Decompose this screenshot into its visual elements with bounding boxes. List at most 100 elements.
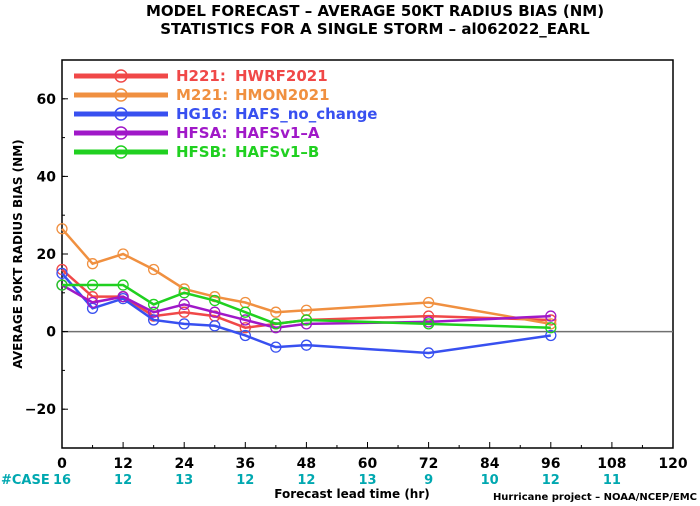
data-point-hfsb [209,294,221,307]
data-point-hfsa [178,298,190,311]
data-point-h221 [545,314,557,326]
data-point-m221 [270,306,282,318]
case-label: #CASE [1,473,50,488]
legend-code: HG16: [176,105,228,123]
legend-swatch-marker [114,69,128,83]
legend-name: HAFSv1–A [235,124,320,142]
data-point-hfsb [86,279,99,291]
data-point-hg16 [178,318,190,330]
data-point-hfsa [86,296,99,309]
case-count: 9 [424,473,433,488]
case-count: 12 [114,473,132,488]
series-m221 [56,223,557,330]
data-point-hfsa [147,306,160,318]
x-tick-label: 72 [419,456,438,472]
data-point-hfsa [117,291,129,303]
legend-name: HAFSv1–B [235,143,319,161]
legend-item-hfsb: HFSB: HAFSv1–B [74,143,319,161]
legend-name: HMON2021 [235,86,330,104]
x-tick-label: 120 [658,456,687,472]
data-point-hfsb [117,279,129,291]
data-point-hfsb [545,322,557,334]
data-point-hfsa [239,314,251,326]
y-axis-title: AVERAGE 50KT RADIUS BIAS (NM) [11,139,25,368]
x-tick-label: 12 [113,456,132,472]
series-line-h221 [61,268,551,329]
y-tick-label: 0 [46,325,56,341]
data-point-hg16 [545,329,557,342]
x-tick-label: 108 [597,456,626,472]
case-count: 12 [236,473,254,488]
series-h221 [56,263,557,334]
data-point-hfsb [300,314,313,326]
case-count: 12 [542,473,560,488]
data-point-hg16 [209,320,221,332]
y-tick-label: 60 [37,92,57,108]
data-point-hg16 [270,341,282,353]
axes: 0 12 24 36 48 60 72 84 96 108 120 −20 0 20 40 60 [25,59,688,472]
legend-swatch-marker [114,88,128,102]
legend-name: HAFS_no_change [235,105,377,123]
case-count: 13 [175,473,193,488]
credit-text: Hurricane project – NOAA/NCEP/EMC [493,492,697,503]
data-point-hfsa [209,306,221,318]
data-point-hfsb [147,298,160,311]
legend-code: H221: [176,67,226,85]
legend-swatch-marker [114,145,128,159]
x-tick-label: 48 [297,456,316,472]
x-tick-label: 24 [174,456,194,472]
case-count: 16 [53,473,71,488]
series-hg16 [56,267,557,359]
legend-code: HFSA: [176,124,228,142]
data-point-hfsa [545,310,557,322]
case-count: 11 [603,473,621,488]
chart-title: MODEL FORECAST – AVERAGE 50KT RADIUS BIA… [146,2,604,20]
x-tick-label: 0 [57,456,67,472]
series-line-m221 [61,227,552,326]
series-line-hg16 [61,272,551,355]
data-point-hfsb [178,287,190,299]
data-point-m221 [147,263,160,276]
data-point-hg16 [239,329,251,342]
series-line-hfsb [62,283,551,329]
case-count: 13 [358,473,376,488]
legend-swatch-marker [114,126,128,140]
x-axis-title: Forecast lead time (hr) [274,487,430,501]
data-point-m221 [56,223,68,235]
data-point-m221 [422,296,435,309]
chart-subtitle: STATISTICS FOR A SINGLE STORM – al062022… [160,20,590,38]
legend: H221: HWRF2021 M221: HMON2021 HG16: HAFS_no_c… [74,67,377,161]
data-point-hfsb [239,306,251,318]
x-tick-label: 96 [541,456,560,472]
legend-item-hg16: HG16: HAFS_no_change [74,105,377,123]
y-tick-label: 40 [37,169,57,185]
case-counts: #CASE 16 12 13 12 12 13 9 10 12 11 [1,473,621,488]
data-point-m221 [86,258,99,270]
series-line-hfsa [61,283,551,329]
data-point-hfsb [270,318,282,330]
data-point-hfsb [422,318,435,330]
x-tick-label: 60 [358,456,378,472]
data-point-hg16 [422,347,435,359]
data-point-hg16 [147,314,160,326]
legend-swatch-marker [114,107,128,121]
legend-code: HFSB: [176,143,227,161]
legend-name: HWRF2021 [235,67,328,85]
series-lines [56,223,557,359]
legend-code: M221: [176,86,228,104]
data-point-hg16 [56,267,68,280]
data-point-hg16 [300,339,313,351]
case-count: 12 [297,473,315,488]
y-tick-label: 20 [37,247,57,263]
legend-item-hfsa: HFSA: HAFSv1–A [74,124,320,142]
x-tick-label: 36 [236,456,255,472]
legend-item-m221: M221: HMON2021 [74,86,330,104]
y-tick-label: −20 [25,402,56,418]
legend-item-h221: H221: HWRF2021 [74,67,328,85]
case-count: 10 [481,473,499,488]
data-point-m221 [545,318,557,330]
series-hfsb [56,279,557,334]
x-tick-label: 84 [480,456,500,472]
data-point-h221 [178,306,190,318]
